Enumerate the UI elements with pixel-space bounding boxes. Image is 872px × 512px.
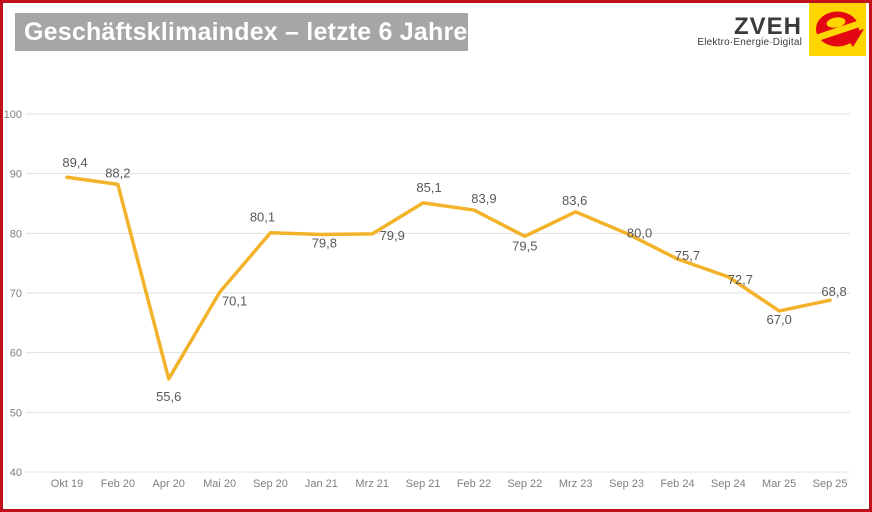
logo-mark-square: [809, 3, 866, 56]
data-point-label: 83,9: [471, 191, 496, 206]
x-axis-tick-label: Feb 24: [660, 478, 694, 490]
x-axis-tick-label: Sep 25: [813, 478, 848, 490]
data-point-label: 70,1: [222, 293, 247, 308]
x-axis-tick-label: Feb 22: [457, 478, 491, 490]
data-point-label: 68,8: [821, 284, 846, 299]
x-axis-tick-label: Feb 20: [101, 478, 135, 490]
x-axis-tick-label: Mrz 23: [559, 478, 593, 490]
data-point-label: 88,2: [105, 165, 130, 180]
zveh-e-blitz-icon: [809, 11, 866, 47]
data-point-label: 89,4: [62, 155, 87, 170]
data-point-label: 79,9: [380, 228, 405, 243]
zveh-logo-text: ZVEH Elektro·Energie·Digital: [697, 13, 802, 49]
x-axis-tick-label: Mai 20: [203, 478, 236, 490]
x-axis-tick-label: Jan 21: [305, 478, 338, 490]
data-point-label: 80,1: [250, 210, 275, 225]
x-axis-tick-label: Apr 20: [153, 478, 185, 490]
business-climate-line-chart: 40 50 60 70 80 90 100 Okt 19 Feb 20 Apr 20 Mai 20 S…: [4, 109, 850, 490]
x-axis-tick-label: Okt 19: [51, 478, 83, 490]
title-bar: Geschäftsklimaindex – letzte 6 Jahre: [15, 13, 468, 51]
y-axis-tick-label: 70: [10, 288, 22, 300]
x-axis-tick-label: Sep 24: [711, 478, 746, 490]
y-axis-tick-label: 80: [10, 228, 22, 240]
y-axis-tick-label: 60: [10, 348, 22, 360]
page-title: Geschäftsklimaindex – letzte 6 Jahre: [24, 17, 468, 46]
y-axis-tick-label: 40: [10, 467, 22, 479]
y-axis-tick-label: 90: [10, 169, 22, 181]
data-point-label: 67,0: [767, 312, 792, 327]
x-axis-tick-label: Mar 25: [762, 478, 796, 490]
x-axis-tick-label: Sep 23: [609, 478, 644, 490]
line-series: [65, 175, 832, 381]
data-point-label: 80,0: [627, 225, 652, 240]
data-point-label: 72,7: [728, 272, 753, 287]
data-point-label: 85,1: [416, 180, 441, 195]
x-axis-tick-label: Mrz 21: [355, 478, 389, 490]
data-point-label: 79,8: [312, 236, 337, 251]
y-axis-tick-label: 100: [4, 109, 22, 121]
y-axis-tick-label: 50: [10, 407, 22, 419]
x-axis-tick-label: Sep 21: [406, 478, 441, 490]
x-axis-tick-label: Sep 22: [507, 478, 542, 490]
data-point-label: 75,7: [675, 248, 700, 263]
data-point-label: 83,6: [562, 193, 587, 208]
data-point-label: 55,6: [156, 389, 181, 404]
logo-tagline: Elektro·Energie·Digital: [697, 37, 802, 48]
logo-wordmark: ZVEH: [733, 13, 802, 40]
x-axis-tick-label: Sep 20: [253, 478, 288, 490]
data-point-label: 79,5: [512, 238, 537, 253]
